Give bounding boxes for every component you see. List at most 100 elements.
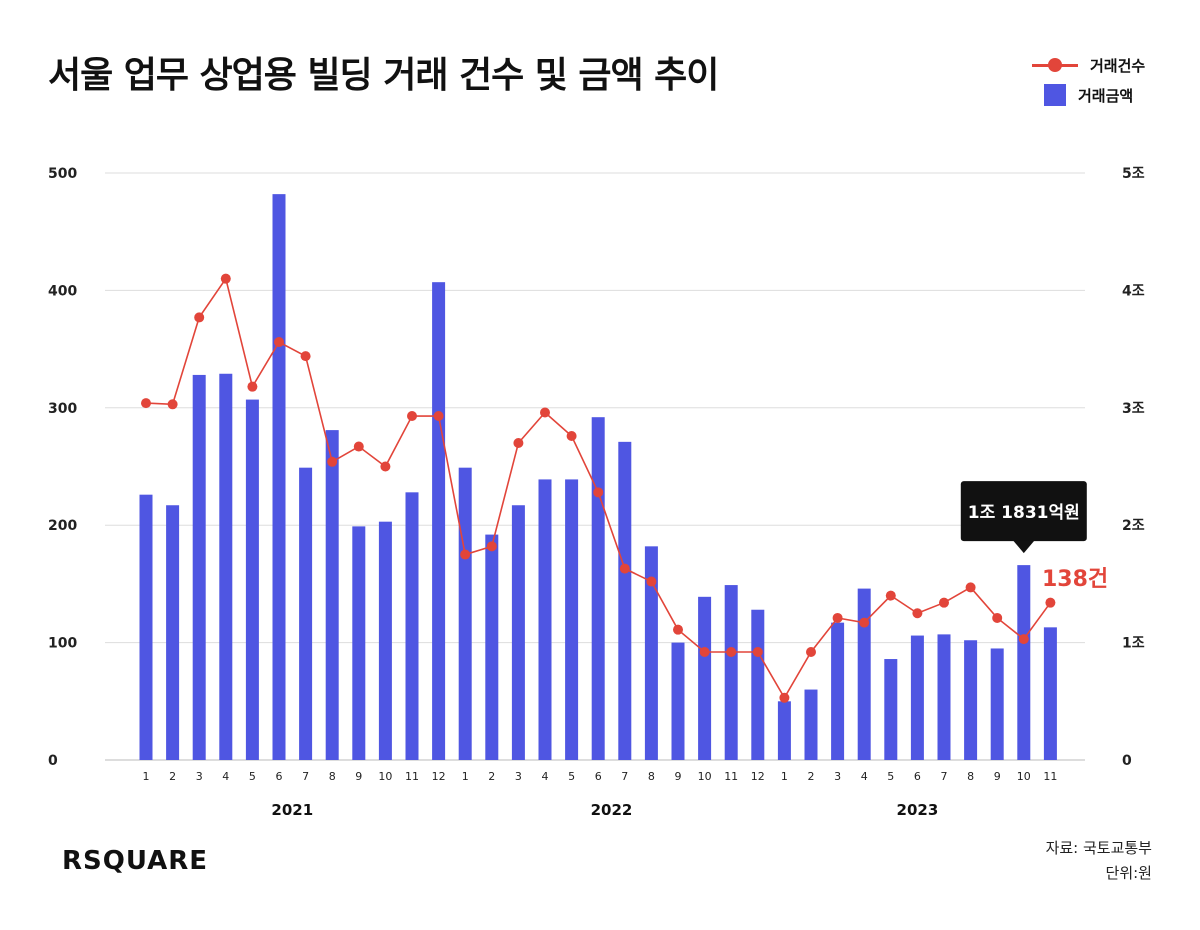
bar [937, 634, 951, 760]
count-point [513, 438, 524, 449]
bar [192, 374, 206, 760]
bar [831, 622, 845, 760]
count-point [540, 407, 550, 418]
y-right-tick-label: 5조 [1122, 166, 1145, 182]
count-point [433, 411, 444, 422]
x-tick-label: 11 [724, 770, 738, 783]
bar [352, 526, 366, 760]
x-tick-label: 10 [698, 770, 712, 783]
count-point [141, 398, 151, 409]
legend-label-amount: 거래금액 [1078, 86, 1134, 105]
x-tick-label: 8 [648, 770, 655, 783]
count-point [460, 549, 471, 560]
y-right-tick-label: 1조 [1122, 636, 1145, 652]
count-point [859, 617, 870, 628]
bar [299, 467, 313, 760]
bar [857, 588, 871, 760]
count-point [380, 461, 391, 472]
bar [565, 479, 579, 760]
year-label: 2021 [271, 801, 313, 819]
legend-item-count: 거래건수 [1032, 50, 1192, 80]
count-point [965, 582, 976, 593]
count-point [407, 411, 417, 422]
count-point [646, 576, 657, 587]
y-right-tick-label: 0 [1122, 753, 1132, 769]
count-point [327, 456, 338, 467]
x-tick-label: 10 [1017, 770, 1031, 783]
bar [432, 282, 446, 760]
count-point [699, 646, 710, 657]
count-point [752, 646, 763, 657]
count-point [167, 399, 178, 410]
count-point [939, 597, 949, 608]
bar [618, 441, 632, 760]
count-point [806, 646, 816, 657]
count-point [912, 608, 923, 619]
bar [272, 194, 286, 760]
count-label: 138건 [1042, 567, 1108, 592]
x-tick-label: 1 [462, 770, 469, 783]
bar [964, 640, 978, 760]
x-tick-label: 8 [967, 770, 974, 783]
bar [511, 505, 525, 760]
bar [538, 479, 552, 760]
count-point [220, 273, 231, 284]
bar [245, 399, 259, 760]
bar [458, 467, 472, 760]
count-point [486, 541, 497, 552]
x-tick-label: 7 [941, 770, 948, 783]
x-tick-label: 10 [378, 770, 392, 783]
bar [777, 701, 791, 760]
year-label: 2023 [897, 801, 939, 819]
x-tick-label: 9 [675, 770, 682, 783]
callout-pointer [1012, 540, 1035, 554]
x-tick-label: 12 [751, 770, 765, 783]
count-point [247, 381, 258, 392]
x-tick-label: 2 [169, 770, 176, 783]
x-tick-label: 9 [355, 770, 362, 783]
count-point [673, 624, 683, 635]
legend-line-swatch [1032, 54, 1078, 76]
legend-bar-swatch [1044, 84, 1066, 106]
count-point [1018, 634, 1029, 645]
x-tick-label: 4 [861, 770, 868, 783]
count-point [885, 590, 896, 601]
y-left-tick-label: 400 [48, 283, 77, 299]
x-tick-label: 1 [781, 770, 788, 783]
unit-text: 단위:원 [1105, 864, 1152, 882]
legend-label-count: 거래건수 [1090, 56, 1146, 75]
bar [644, 546, 658, 760]
callout-text: 1조 1831억원 [968, 503, 1080, 523]
chart-title: 서울 업무 상업용 빌딩 거래 건수 및 금액 추이 [48, 55, 719, 96]
x-tick-label: 8 [329, 770, 336, 783]
count-point [194, 312, 205, 323]
count-point [593, 487, 604, 498]
y-right-tick-label: 4조 [1122, 283, 1145, 299]
count-point [353, 441, 364, 452]
bar [485, 534, 499, 760]
count-point [992, 612, 1003, 623]
y-left-tick-label: 100 [48, 636, 77, 652]
x-tick-label: 11 [405, 770, 419, 783]
bar [884, 659, 898, 760]
bar [698, 596, 712, 760]
x-tick-label: 9 [994, 770, 1001, 783]
year-label: 2022 [591, 801, 633, 819]
x-tick-label: 4 [542, 770, 549, 783]
bar [591, 417, 605, 760]
y-right-tick-label: 2조 [1122, 518, 1145, 534]
legend-item-amount: 거래금액 [1032, 80, 1192, 110]
bar [804, 689, 818, 760]
count-point [274, 337, 284, 348]
x-tick-label: 6 [914, 770, 921, 783]
y-left-tick-label: 500 [48, 166, 77, 182]
source-text: 자료: 국토교통부 [1045, 839, 1152, 857]
x-tick-label: 5 [568, 770, 575, 783]
x-tick-label: 7 [621, 770, 628, 783]
bar [166, 505, 180, 760]
x-tick-label: 11 [1043, 770, 1057, 783]
y-left-tick-label: 0 [48, 753, 58, 769]
x-tick-label: 1 [143, 770, 150, 783]
bar [990, 648, 1004, 760]
